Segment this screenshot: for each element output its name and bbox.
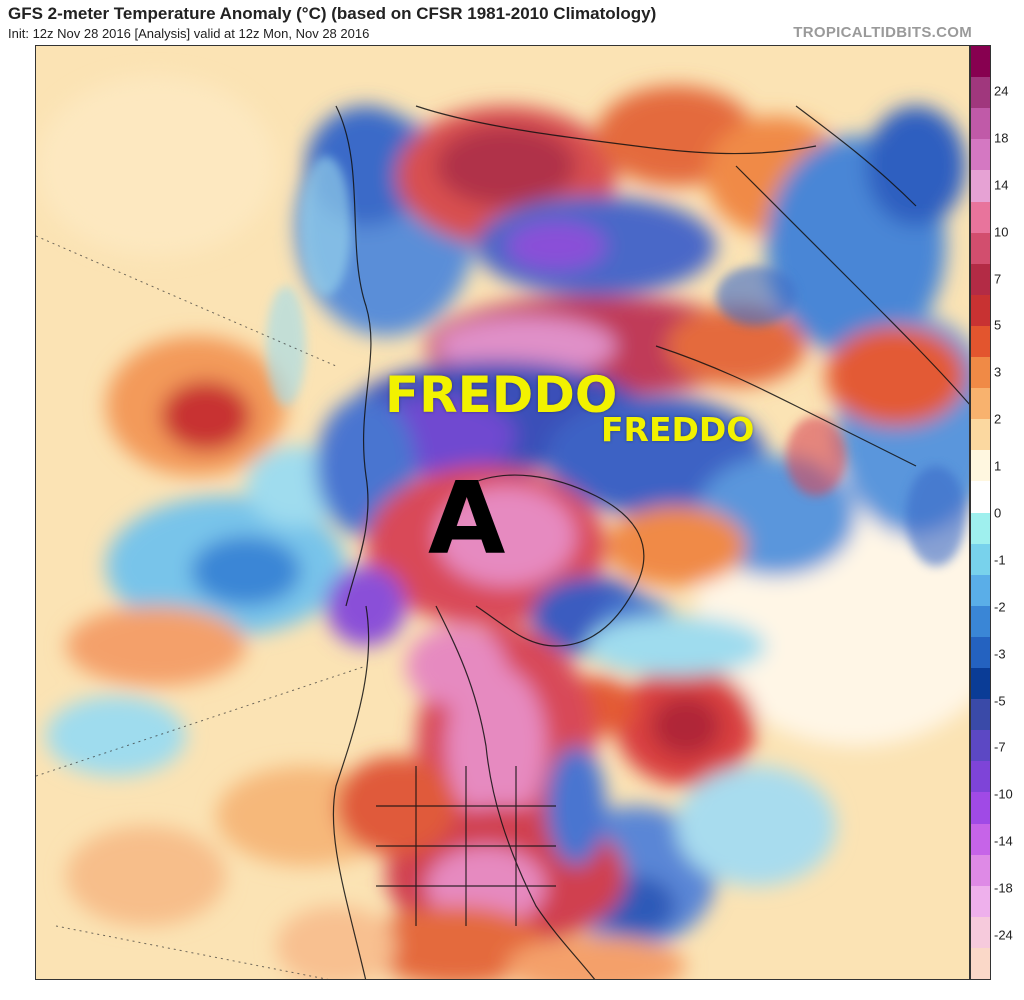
- anticyclone-label: A: [428, 460, 506, 577]
- colorbar-swatch: [971, 481, 990, 513]
- brand-watermark: TROPICALTIDBITS.COM: [793, 24, 972, 41]
- colorbar-tick-label: -1: [994, 552, 1006, 568]
- colorbar-swatch: [971, 108, 990, 140]
- colorbar-tick-label: -10: [994, 786, 1013, 802]
- reference-lines: [36, 235, 367, 979]
- colorbar-swatch: [971, 823, 990, 856]
- colorbar-swatch: [971, 512, 990, 545]
- colorbar-swatch: [971, 730, 990, 762]
- colorbar-tick-label: 1: [994, 458, 1002, 474]
- colorbar-swatch: [971, 916, 990, 949]
- colorbar-tick-label: -18: [994, 880, 1013, 896]
- freddo-label-small: FREDDO: [601, 410, 755, 449]
- colorbar-swatch: [971, 605, 990, 638]
- coastlines: [332, 105, 969, 979]
- colorbar-swatch: [971, 325, 990, 358]
- colorbar: [970, 45, 991, 980]
- colorbar-swatch: [971, 294, 990, 327]
- colorbar-tick-label: 10: [994, 224, 1009, 240]
- colorbar-swatch: [971, 668, 990, 700]
- colorbar-tick-label: 7: [994, 271, 1002, 287]
- colorbar-tick-label: 5: [994, 317, 1002, 333]
- colorbar-swatch: [971, 792, 990, 824]
- colorbar-swatch: [971, 388, 990, 420]
- colorbar-tick-label: 2: [994, 411, 1002, 427]
- colorbar-swatch: [971, 201, 990, 234]
- colorbar-swatch: [971, 419, 990, 451]
- colorbar-swatch: [971, 357, 990, 389]
- colorbar-tick-label: 14: [994, 177, 1009, 193]
- anomaly-detail: [266, 156, 966, 566]
- colorbar-swatch: [971, 263, 990, 296]
- colorbar-swatch: [971, 170, 990, 202]
- colorbar-tick-label: -14: [994, 833, 1013, 849]
- anomaly-map: [35, 45, 970, 980]
- colorbar-tick-label: 3: [994, 364, 1002, 380]
- colorbar-swatch: [971, 77, 990, 109]
- colorbar-tick-label: -24: [994, 927, 1013, 943]
- colorbar-tick-label: 0: [994, 505, 1002, 521]
- colorbar-swatch: [971, 699, 990, 731]
- colorbar-swatch: [971, 854, 990, 887]
- colorbar-swatch: [971, 232, 990, 265]
- anomaly-map-canvas: [36, 46, 969, 979]
- colorbar-swatch: [971, 46, 990, 78]
- colorbar-swatch: [971, 761, 990, 793]
- map-title: GFS 2-meter Temperature Anomaly (°C) (ba…: [8, 4, 657, 23]
- colorbar-tick-label: -5: [994, 693, 1006, 709]
- colorbar-swatch: [971, 543, 990, 576]
- colorbar-swatch: [971, 574, 990, 607]
- colorbar-tick-label: -7: [994, 739, 1006, 755]
- freddo-label-large: FREDDO: [385, 366, 618, 424]
- colorbar-tick-label: -3: [994, 646, 1006, 662]
- map-subtitle: Init: 12z Nov 28 2016 [Analysis] valid a…: [8, 26, 370, 41]
- colorbar-tick-label: 24: [994, 83, 1009, 99]
- colorbar-swatch: [971, 139, 990, 171]
- colorbar-swatch: [971, 947, 990, 980]
- colorbar-swatch: [971, 450, 990, 482]
- colorbar-swatch: [971, 636, 990, 669]
- colorbar-tick-label: -2: [994, 599, 1006, 615]
- colorbar-swatch: [971, 885, 990, 918]
- colorbar-tick-label: 18: [994, 130, 1009, 146]
